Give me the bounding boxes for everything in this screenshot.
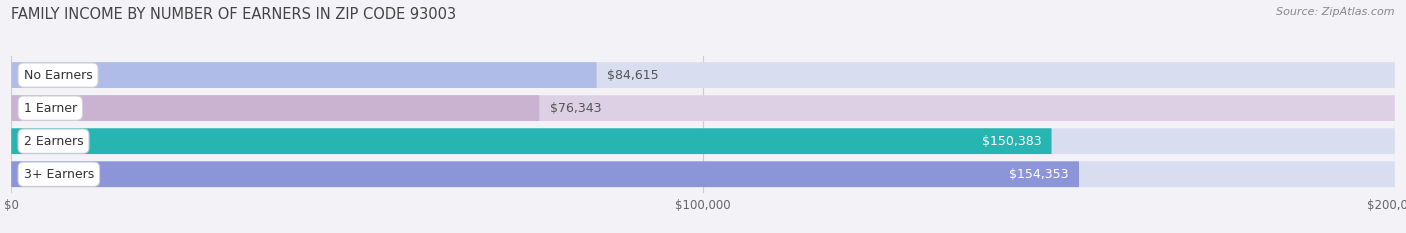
Text: 3+ Earners: 3+ Earners [24,168,94,181]
FancyBboxPatch shape [11,95,1395,121]
FancyBboxPatch shape [11,128,1395,154]
Text: No Earners: No Earners [24,69,93,82]
FancyBboxPatch shape [11,161,1078,187]
Text: 1 Earner: 1 Earner [24,102,77,115]
Text: Source: ZipAtlas.com: Source: ZipAtlas.com [1277,7,1395,17]
Text: FAMILY INCOME BY NUMBER OF EARNERS IN ZIP CODE 93003: FAMILY INCOME BY NUMBER OF EARNERS IN ZI… [11,7,457,22]
FancyBboxPatch shape [11,95,540,121]
Text: 2 Earners: 2 Earners [24,135,83,148]
FancyBboxPatch shape [11,128,1052,154]
FancyBboxPatch shape [11,62,1395,88]
Text: $154,353: $154,353 [1010,168,1069,181]
FancyBboxPatch shape [11,161,1395,187]
Text: $76,343: $76,343 [550,102,602,115]
Text: $150,383: $150,383 [981,135,1042,148]
Text: $84,615: $84,615 [607,69,658,82]
FancyBboxPatch shape [11,62,596,88]
